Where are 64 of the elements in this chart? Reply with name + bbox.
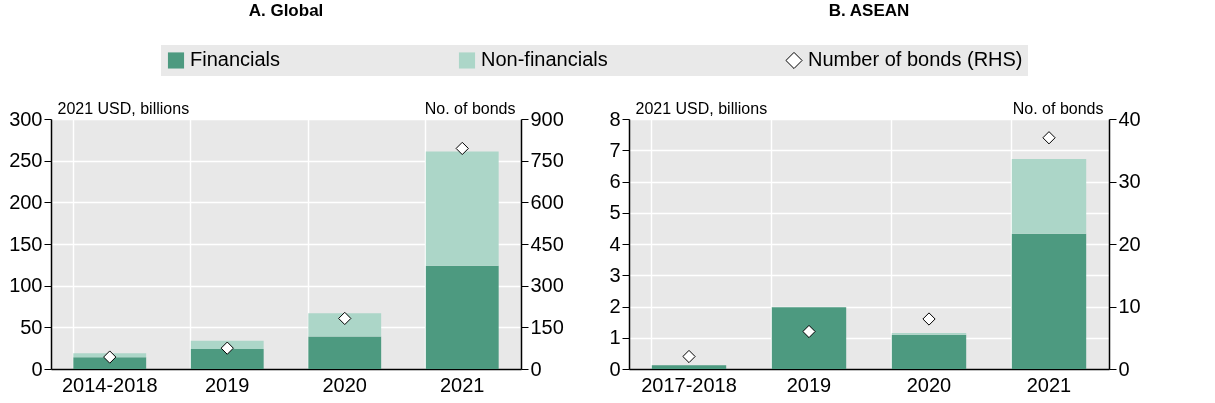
x-tick-label: 2020: [322, 373, 367, 396]
y2-tick-label: 150: [530, 315, 564, 338]
point: [220, 341, 234, 355]
y-tick-label: 100: [9, 274, 43, 297]
y2-tick-label: 450: [530, 232, 564, 255]
x-tick-label: 2021: [440, 373, 485, 396]
point: [455, 141, 469, 156]
y-tick-label: 3: [609, 263, 621, 286]
y2-tick-label: 0: [530, 357, 542, 380]
y-tick-label: 7: [609, 138, 621, 161]
y-tick-label: 0: [31, 357, 43, 380]
y-tick-label: 8: [609, 107, 621, 130]
bar: [425, 265, 499, 369]
y-tick-label: 300: [9, 107, 43, 130]
y2-axis-title: No. of bonds: [1012, 99, 1104, 117]
bar: [651, 365, 727, 369]
x-tick-label: 2021: [1026, 373, 1072, 396]
x-tick-label: 2020: [906, 373, 952, 396]
legend-label: Non-financials: [481, 48, 608, 71]
y-tick-label: 150: [9, 232, 43, 255]
y2-tick-label: 750: [530, 149, 564, 172]
bar: [1011, 159, 1087, 234]
y-tick-label: 50: [20, 315, 43, 338]
bar: [308, 313, 382, 337]
bar: [308, 336, 382, 369]
y-tick-label: 200: [9, 190, 43, 213]
point: [682, 349, 696, 364]
chart-title: A. Global: [248, 1, 324, 20]
point: [1042, 131, 1056, 145]
y2-tick-label: 900: [530, 107, 564, 130]
point: [802, 324, 816, 339]
bar: [73, 357, 147, 369]
point: [922, 312, 936, 326]
y-axis-title: 2021 USD, billions: [635, 99, 768, 117]
y-tick-label: 250: [9, 149, 43, 172]
x-tick-label: 2014-2018: [61, 373, 158, 396]
y-tick-label: 4: [609, 232, 621, 255]
bar: [891, 334, 967, 369]
point: [338, 311, 352, 326]
y2-tick-label: 600: [530, 190, 564, 213]
bar: [425, 151, 499, 266]
y2-axis-title: No. of bonds: [424, 99, 516, 117]
bar: [190, 349, 264, 369]
y2-tick-label: 30: [1118, 170, 1141, 192]
bar: [1011, 233, 1087, 369]
y-tick-label: 1: [609, 326, 621, 349]
y-tick-label: 5: [609, 201, 621, 224]
y2-tick-label: 20: [1118, 232, 1141, 255]
y-axis-title: 2021 USD, billions: [57, 99, 190, 117]
chart-title: B. ASEAN: [828, 1, 910, 20]
y-tick-label: 2: [609, 295, 621, 317]
x-tick-label: 2019: [786, 373, 832, 396]
y2-tick-label: 0: [1118, 357, 1130, 380]
y-tick-label: 6: [609, 170, 621, 192]
y-tick-label: 0: [609, 357, 621, 380]
y2-tick-label: 10: [1118, 295, 1141, 317]
x-tick-label: 2017-2018: [641, 373, 737, 396]
legend-label: Number of bonds (RHS): [808, 48, 1023, 71]
y2-tick-label: 40: [1118, 107, 1141, 130]
point: [103, 350, 117, 364]
x-tick-label: 2019: [205, 373, 250, 396]
legend-label: Financials: [190, 48, 281, 71]
y2-tick-label: 300: [530, 274, 564, 297]
bar: [771, 307, 847, 369]
